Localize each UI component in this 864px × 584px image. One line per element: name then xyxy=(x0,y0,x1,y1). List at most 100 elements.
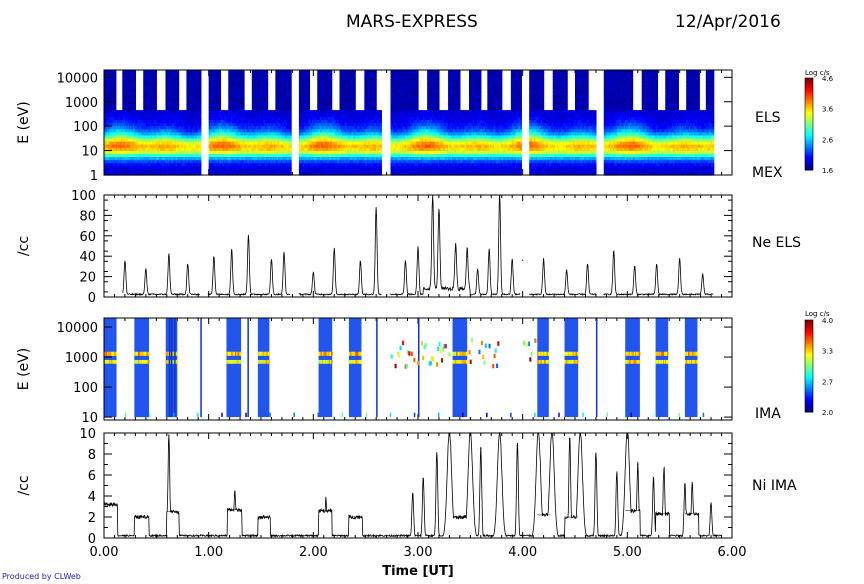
spectrogram-cell xyxy=(322,82,325,87)
spectrogram-cell xyxy=(182,147,185,151)
spectrogram-cell xyxy=(233,153,236,158)
spectrogram-cell xyxy=(158,110,161,114)
spectrogram-cell xyxy=(113,128,116,133)
spectrogram-cell xyxy=(283,113,286,117)
spectrogram-cell xyxy=(289,82,292,87)
spectrogram-cell xyxy=(130,103,133,108)
spectrogram-cell xyxy=(169,73,172,77)
spectrogram-cell xyxy=(283,150,286,154)
spectrogram-cell xyxy=(287,91,290,96)
spectrogram-cell xyxy=(275,94,278,99)
spectrogram-cell xyxy=(130,88,133,93)
spectrogram-cell xyxy=(212,73,215,77)
spectrogram-cell xyxy=(152,134,155,139)
spectrogram-cell xyxy=(209,150,212,154)
spectrogram-cell xyxy=(115,150,118,154)
spectrogram-cell xyxy=(264,103,267,108)
spectrogram-cell xyxy=(170,128,173,133)
spectrogram-cell xyxy=(215,165,218,170)
spectrogram-cell xyxy=(228,97,231,102)
spectrogram-cell xyxy=(123,147,126,151)
spectrogram-cell xyxy=(278,171,280,176)
spectrogram-cell xyxy=(237,119,240,124)
spectrogram-cell xyxy=(179,156,182,161)
spectrogram-cell xyxy=(177,162,180,167)
spectrogram-cell xyxy=(122,110,125,114)
spectrogram-cell xyxy=(113,125,116,130)
spectrogram-cell xyxy=(278,110,280,114)
spectrogram-cell xyxy=(194,165,197,170)
spectrogram-cell xyxy=(123,141,126,145)
spectrogram-cell xyxy=(217,70,220,74)
spectrogram-cell xyxy=(196,156,199,161)
spectrogram-cell xyxy=(190,134,193,139)
spectrogram-cell xyxy=(164,165,167,170)
spectrogram-cell xyxy=(172,91,174,96)
spectrogram-cell xyxy=(229,79,232,83)
spectrogram-cell xyxy=(308,85,311,90)
spectrogram-cell xyxy=(185,156,188,161)
spectrogram-cell xyxy=(212,134,215,139)
spectrogram-cell xyxy=(127,76,130,80)
spectrogram-cell xyxy=(144,94,147,99)
spectrogram-cell xyxy=(187,73,190,77)
spectrogram-cell xyxy=(226,119,229,124)
spectrogram-cell xyxy=(266,171,269,176)
spectrogram-cell xyxy=(289,144,292,148)
spectrogram-cell xyxy=(217,100,220,105)
spectrogram-cell xyxy=(251,168,254,173)
spectrogram-cell xyxy=(246,137,249,142)
spectrogram-cell xyxy=(268,131,271,136)
spectrogram-cell xyxy=(306,168,309,173)
spectrogram-cell xyxy=(166,137,169,142)
spectrogram-cell xyxy=(178,128,181,133)
spectrogram-cell xyxy=(217,150,220,154)
spectrogram-cell xyxy=(262,128,265,133)
spectrogram-cell xyxy=(326,100,329,105)
spectrogram-cell xyxy=(225,122,228,127)
spectrogram-cell xyxy=(298,94,301,99)
spectrogram-cell xyxy=(156,141,159,145)
spectrogram-cell xyxy=(280,107,283,111)
spectrogram-cell xyxy=(325,137,328,142)
spectrogram-cell xyxy=(310,147,313,151)
spectrogram-cell xyxy=(309,168,312,173)
spectrogram-cell xyxy=(182,116,185,121)
spectrogram-cell xyxy=(247,159,250,164)
spectrogram-cell xyxy=(308,144,311,148)
spectrogram-cell xyxy=(326,156,329,161)
spectrogram-cell xyxy=(288,159,291,164)
spectrogram-cell xyxy=(190,76,193,80)
spectrogram-cell xyxy=(110,116,113,121)
spectrogram-cell xyxy=(233,73,236,77)
spectrogram-cell xyxy=(319,70,322,74)
spectrogram-cell xyxy=(178,165,181,170)
spectrogram-cell xyxy=(279,113,282,117)
spectrogram-cell xyxy=(310,110,313,114)
spectrogram-cell xyxy=(183,147,186,151)
spectrogram-cell xyxy=(238,73,241,77)
spectrogram-cell xyxy=(278,79,280,83)
spectrogram-cell xyxy=(149,97,152,102)
spectrogram-cell xyxy=(261,122,263,127)
spectrogram-cell xyxy=(279,70,282,74)
spectrogram-cell xyxy=(313,125,316,130)
spectrogram-cell xyxy=(161,156,164,161)
spectrogram-cell xyxy=(304,100,307,105)
spectrogram-cell xyxy=(124,91,127,96)
spectrogram-cell xyxy=(190,150,193,154)
spectrogram-cell xyxy=(183,153,186,158)
spectrogram-cell xyxy=(145,153,148,158)
spectrogram-cell xyxy=(211,137,214,142)
spectrogram-cell xyxy=(288,79,291,83)
spectrogram-cell xyxy=(224,110,227,114)
spectrogram-cell xyxy=(139,125,142,130)
spectrogram-cell xyxy=(278,168,280,173)
spectrogram-cell xyxy=(263,76,266,80)
spectrogram-cell xyxy=(170,137,173,142)
spectrogram-cell xyxy=(278,94,280,99)
spectrogram-cell xyxy=(330,153,333,158)
spectrogram-cell xyxy=(250,110,253,114)
spectrogram-cell xyxy=(209,128,212,133)
spectrogram-cell xyxy=(251,107,254,111)
